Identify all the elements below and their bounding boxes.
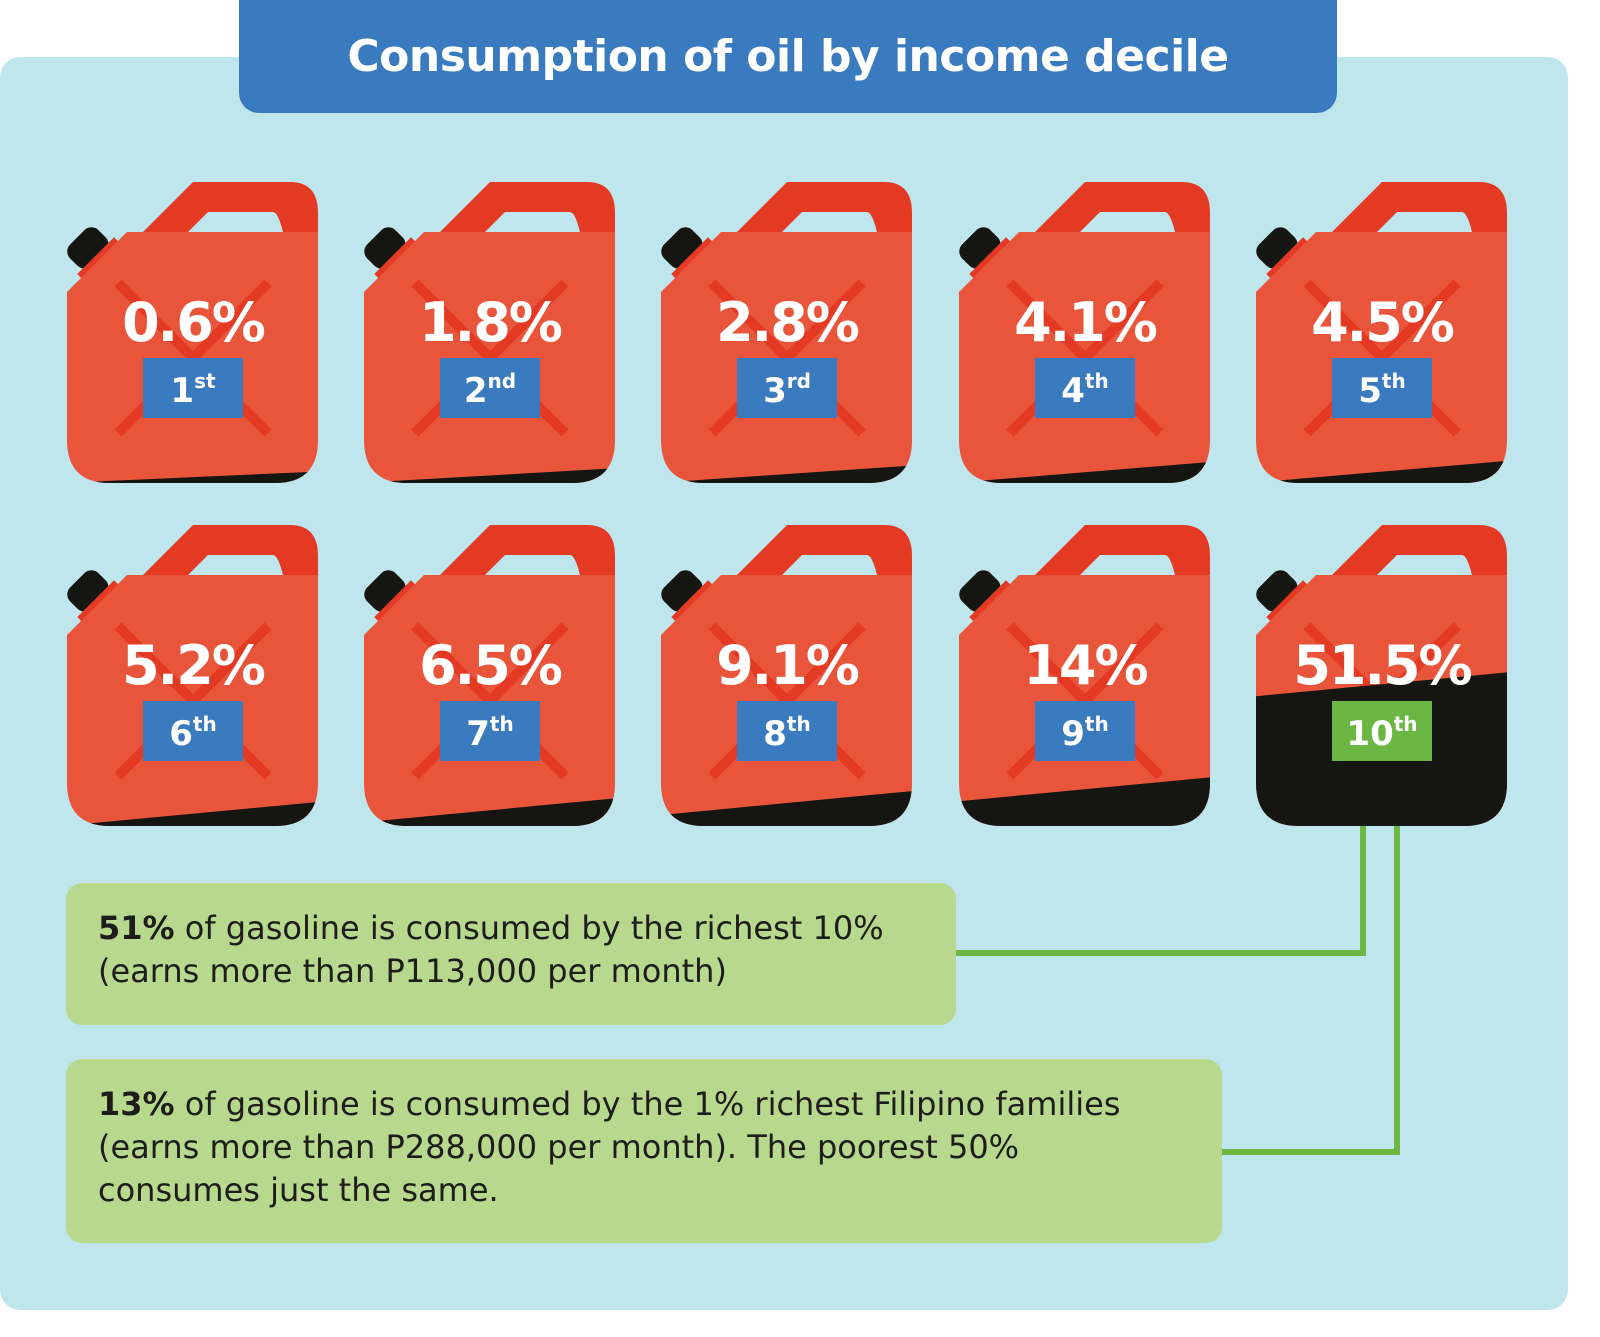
decile-label-box	[1035, 701, 1135, 761]
jerry-can-decile-7: 6.5% 7th	[364, 525, 615, 826]
decile-suffix: th	[193, 712, 217, 736]
can-handle	[737, 182, 912, 232]
value-label: 14%	[1023, 634, 1147, 697]
decile-label: 4th	[1061, 369, 1108, 411]
cap-icon	[364, 227, 417, 280]
oil-fill	[67, 801, 318, 826]
oil-fill	[364, 467, 615, 483]
decile-number: 2	[464, 371, 488, 411]
decile-label: 7th	[466, 712, 513, 754]
oil-fill	[67, 471, 318, 483]
decile-number: 3	[763, 371, 787, 411]
decile-label-box	[440, 358, 540, 418]
connector-line-2	[1222, 752, 1400, 1155]
value-label: 5.2%	[122, 634, 265, 697]
note-text: of gasoline is consumed by the 1% riches…	[98, 1085, 1121, 1209]
oil-fill	[1256, 460, 1507, 483]
oil-fill	[959, 776, 1210, 826]
can-handle	[143, 525, 318, 575]
decile-number: 7	[466, 714, 490, 754]
decile-label: 9th	[1061, 712, 1108, 754]
decile-number: 1	[170, 371, 194, 411]
decile-number: 8	[763, 714, 787, 754]
decile-suffix: th	[787, 712, 811, 736]
jerry-can-decile-6: 5.2% 6th	[67, 525, 318, 826]
can-handle	[1332, 525, 1507, 575]
jerry-can-decile-9: 14% 9th	[959, 525, 1210, 826]
decile-label: 2nd	[464, 369, 516, 411]
decile-number: 10	[1346, 714, 1393, 754]
jerry-can-decile-1: 0.6% 1st	[67, 182, 318, 483]
oil-fill	[661, 465, 912, 483]
value-label: 0.6%	[122, 291, 265, 354]
jerry-can-decile-2: 1.8% 2nd	[364, 182, 615, 483]
decile-label: 3rd	[763, 369, 811, 411]
decile-suffix: th	[1085, 712, 1109, 736]
oil-fill	[959, 461, 1210, 483]
cap-icon	[67, 227, 120, 280]
title-banner: Consumption of oil by income decile	[239, 0, 1337, 113]
decile-label: 8th	[763, 712, 810, 754]
can-handle	[737, 525, 912, 575]
value-label: 4.1%	[1014, 291, 1157, 354]
decile-label-box	[737, 701, 837, 761]
jerry-can-decile-5: 4.5% 5th	[1256, 182, 1507, 483]
decile-label-box	[1332, 701, 1432, 761]
decile-label-box	[143, 701, 243, 761]
decile-suffix: st	[194, 369, 216, 393]
value-label: 4.5%	[1311, 291, 1454, 354]
decile-suffix: th	[1394, 712, 1418, 736]
oil-fill	[661, 790, 912, 826]
oil-fill	[364, 797, 615, 826]
decile-suffix: th	[1382, 369, 1406, 393]
cap-icon	[959, 570, 1012, 623]
note-bold: 13%	[98, 1085, 175, 1123]
decile-label-box	[1332, 358, 1432, 418]
note-richest-1: 13% of gasoline is consumed by the 1% ri…	[66, 1059, 1222, 1243]
jerry-can-decile-4: 4.1% 4th	[959, 182, 1210, 483]
value-label: 1.8%	[419, 291, 562, 354]
decile-suffix: th	[1085, 369, 1109, 393]
decile-label: 10th	[1346, 712, 1417, 754]
jerry-can-decile-8: 9.1% 8th	[661, 525, 912, 826]
decile-label: 5th	[1358, 369, 1405, 411]
decile-number: 4	[1061, 371, 1085, 411]
can-handle	[1332, 182, 1507, 232]
cap-icon	[661, 570, 714, 623]
cap-icon	[1256, 227, 1309, 280]
value-label: 9.1%	[716, 634, 859, 697]
decile-label-box	[737, 358, 837, 418]
value-label: 2.8%	[716, 291, 859, 354]
cap-icon	[67, 570, 120, 623]
cap-icon	[1256, 570, 1309, 623]
decile-number: 5	[1358, 371, 1382, 411]
cap-icon	[661, 227, 714, 280]
can-handle	[440, 525, 615, 575]
decile-suffix: rd	[787, 369, 811, 393]
can-handle	[143, 182, 318, 232]
decile-label-box	[143, 358, 243, 418]
chart-title: Consumption of oil by income decile	[347, 31, 1229, 82]
can-handle	[1035, 525, 1210, 575]
cap-icon	[959, 227, 1012, 280]
decile-number: 9	[1061, 714, 1085, 754]
decile-label: 6th	[169, 712, 216, 754]
note-bold: 51%	[98, 909, 175, 947]
note-text: of gasoline is consumed by the richest 1…	[98, 909, 884, 990]
note-richest-10: 51% of gasoline is consumed by the riche…	[66, 883, 956, 1025]
jerry-can-decile-3: 2.8% 3rd	[661, 182, 912, 483]
can-handle	[1035, 182, 1210, 232]
decile-suffix: th	[490, 712, 514, 736]
decile-number: 6	[169, 714, 193, 754]
can-handle	[440, 182, 615, 232]
decile-suffix: nd	[488, 369, 517, 393]
decile-label-box	[1035, 358, 1135, 418]
jerry-can-decile-10: 51.5% 10th	[1256, 525, 1507, 826]
cap-icon	[364, 570, 417, 623]
value-label: 6.5%	[419, 634, 562, 697]
value-label: 51.5%	[1293, 634, 1471, 697]
decile-label: 1st	[170, 369, 216, 411]
decile-label-box	[440, 701, 540, 761]
